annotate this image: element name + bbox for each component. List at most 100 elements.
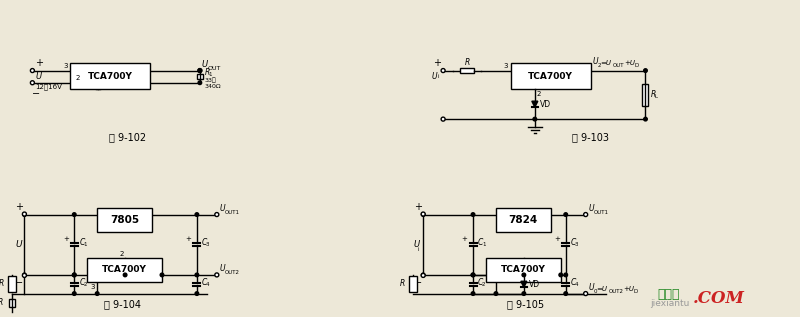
- Bar: [496, 208, 550, 232]
- Text: 2: 2: [75, 75, 80, 81]
- Text: +: +: [15, 202, 23, 211]
- Text: +U: +U: [623, 286, 634, 292]
- Bar: [9, 276, 17, 292]
- Circle shape: [22, 273, 26, 277]
- Text: OUT1: OUT1: [225, 210, 240, 215]
- Text: U: U: [220, 264, 226, 273]
- Text: C: C: [478, 278, 483, 287]
- Text: =U: =U: [601, 60, 612, 66]
- Text: 3: 3: [503, 62, 508, 68]
- Bar: [97, 208, 152, 232]
- Text: R: R: [205, 68, 210, 77]
- Bar: [486, 258, 561, 281]
- Text: 3: 3: [206, 242, 210, 247]
- Circle shape: [195, 213, 198, 216]
- Text: D: D: [634, 288, 638, 294]
- Circle shape: [522, 273, 526, 277]
- Text: 1: 1: [83, 242, 86, 247]
- Text: VD: VD: [529, 280, 540, 289]
- Text: +: +: [186, 236, 191, 242]
- Text: C: C: [202, 278, 207, 287]
- Bar: [642, 84, 649, 106]
- Circle shape: [215, 213, 219, 217]
- Bar: [410, 276, 417, 292]
- Circle shape: [123, 273, 127, 277]
- Text: 2: 2: [482, 282, 486, 287]
- Circle shape: [195, 292, 198, 295]
- Text: 接线图: 接线图: [658, 288, 680, 301]
- Text: −: −: [32, 89, 41, 99]
- Text: VD: VD: [540, 100, 551, 109]
- Text: U: U: [202, 60, 208, 68]
- Circle shape: [421, 212, 425, 216]
- Text: U: U: [414, 240, 419, 249]
- Text: OUT2: OUT2: [225, 270, 240, 275]
- Text: R: R: [400, 279, 406, 288]
- Text: 3: 3: [90, 284, 95, 290]
- Circle shape: [564, 213, 567, 216]
- Text: U: U: [589, 204, 594, 213]
- Circle shape: [471, 273, 475, 277]
- Text: TCA700Y: TCA700Y: [528, 72, 574, 81]
- Circle shape: [95, 292, 99, 295]
- Text: 2: 2: [120, 251, 124, 257]
- Circle shape: [160, 273, 164, 277]
- Circle shape: [421, 274, 425, 277]
- Text: C: C: [79, 278, 85, 287]
- Text: +U: +U: [625, 60, 635, 66]
- Text: 1: 1: [482, 242, 486, 247]
- Text: 2: 2: [537, 91, 541, 97]
- Text: jiexiantu: jiexiantu: [650, 299, 690, 308]
- Text: −: −: [414, 278, 422, 288]
- Text: i: i: [437, 74, 438, 79]
- Text: 图 9-105: 图 9-105: [507, 300, 545, 309]
- Text: 3: 3: [574, 242, 578, 247]
- Text: =U: =U: [597, 286, 608, 292]
- Bar: [10, 299, 15, 307]
- Text: +: +: [35, 58, 43, 68]
- Bar: [460, 68, 474, 73]
- Polygon shape: [521, 281, 527, 287]
- Bar: [511, 63, 590, 89]
- Circle shape: [494, 292, 498, 295]
- Text: 7805: 7805: [110, 215, 139, 225]
- Bar: [87, 258, 162, 281]
- Text: 2: 2: [83, 282, 86, 287]
- Circle shape: [198, 68, 202, 73]
- Polygon shape: [532, 101, 538, 107]
- Text: C: C: [570, 238, 576, 247]
- Text: C: C: [478, 238, 483, 247]
- Text: TCA700Y: TCA700Y: [88, 72, 133, 81]
- Text: U: U: [35, 72, 42, 81]
- Text: +: +: [433, 58, 441, 68]
- Circle shape: [644, 69, 647, 72]
- Circle shape: [73, 213, 76, 216]
- Text: −: −: [15, 278, 23, 288]
- Text: R: R: [465, 58, 470, 67]
- Circle shape: [73, 292, 76, 295]
- Circle shape: [422, 273, 425, 277]
- Circle shape: [30, 68, 34, 73]
- Text: +: +: [63, 236, 69, 242]
- Text: TCA700Y: TCA700Y: [102, 265, 147, 274]
- Text: C: C: [570, 278, 576, 287]
- Text: 33～: 33～: [205, 78, 217, 83]
- Text: 3: 3: [64, 62, 68, 68]
- Circle shape: [73, 273, 76, 277]
- Circle shape: [198, 69, 202, 72]
- Text: D: D: [634, 62, 638, 68]
- Circle shape: [22, 274, 26, 277]
- Circle shape: [584, 213, 588, 217]
- Circle shape: [73, 273, 76, 277]
- Text: OUT1: OUT1: [594, 210, 609, 215]
- Text: +: +: [462, 236, 467, 242]
- Circle shape: [564, 273, 567, 277]
- Text: 7824: 7824: [509, 215, 538, 225]
- Text: TCA700Y: TCA700Y: [501, 265, 546, 274]
- Circle shape: [441, 117, 445, 121]
- Text: 4: 4: [574, 282, 578, 287]
- Text: +: +: [414, 202, 422, 211]
- Circle shape: [471, 292, 475, 295]
- Text: 4: 4: [206, 282, 210, 287]
- Circle shape: [195, 273, 198, 277]
